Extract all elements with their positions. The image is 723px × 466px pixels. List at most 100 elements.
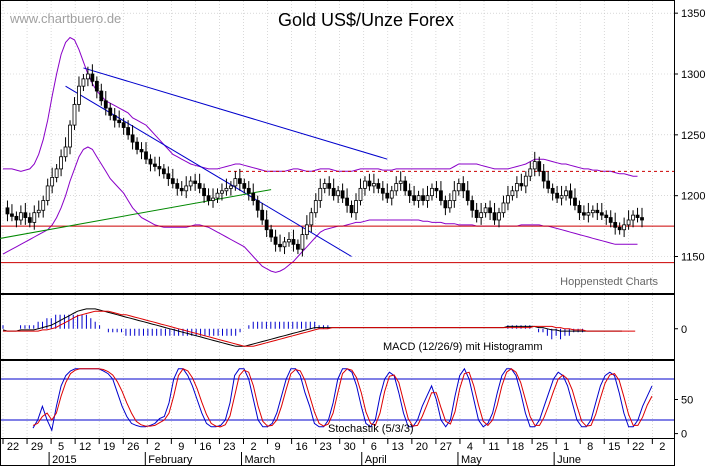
candle-body xyxy=(130,134,135,143)
candle-body xyxy=(108,107,113,116)
candle-body xyxy=(153,163,157,167)
month-label: March xyxy=(245,454,276,466)
candle-body xyxy=(519,183,524,187)
candle-body xyxy=(322,183,327,189)
candle-body xyxy=(309,212,314,226)
candle-body xyxy=(380,187,385,194)
candle-body xyxy=(577,204,582,214)
candle-body xyxy=(385,192,390,199)
candle-body xyxy=(112,114,117,121)
candle-body xyxy=(604,214,609,218)
candle-body xyxy=(166,173,171,180)
price-tick-label: 1250 xyxy=(681,130,705,142)
candle-body xyxy=(349,204,354,214)
price-tick-label: 1150 xyxy=(681,252,705,264)
candle-body xyxy=(117,119,122,124)
candle-body xyxy=(613,222,618,228)
candle-body xyxy=(18,212,23,221)
candle-body xyxy=(215,192,220,199)
credit-label: Hoppenstedt Charts xyxy=(560,276,658,288)
candle-body xyxy=(296,243,300,250)
candle-body xyxy=(555,192,559,199)
candle-body xyxy=(273,236,278,245)
candle-body xyxy=(246,187,251,194)
candle-body xyxy=(474,209,479,218)
macd-indicator xyxy=(2,308,636,347)
candle-body xyxy=(363,180,367,189)
candle-body xyxy=(206,195,211,201)
candle-body xyxy=(287,239,291,243)
stoch-tick-label: 0 xyxy=(681,429,687,441)
bollinger-lower-line xyxy=(2,146,638,273)
candle-body xyxy=(528,168,533,177)
candle-body xyxy=(537,161,542,172)
date-tick-label: 13 xyxy=(392,441,404,453)
candle-body xyxy=(452,190,457,201)
date-tick-label: 22 xyxy=(632,441,644,453)
candle-body xyxy=(354,200,358,214)
price-panel-frame xyxy=(0,0,675,294)
date-tick-label: 19 xyxy=(103,441,115,453)
candle-body xyxy=(394,183,399,192)
candle-body xyxy=(269,229,274,238)
candle-body xyxy=(304,224,309,236)
candle-body xyxy=(501,202,506,214)
candle-body xyxy=(461,183,466,192)
date-tick-label: 23 xyxy=(223,441,235,453)
candle-body xyxy=(416,195,421,201)
candle-body xyxy=(175,183,180,189)
candle-body xyxy=(546,180,551,189)
candle-body xyxy=(559,195,564,199)
stoch-label: Stochastik (5/3/3) xyxy=(328,423,414,435)
candle-body xyxy=(497,212,501,221)
bollinger-bands xyxy=(2,36,638,273)
candle-body xyxy=(439,190,443,201)
candle-body xyxy=(282,241,287,248)
candle-body xyxy=(36,209,41,214)
candle-body xyxy=(465,190,470,201)
candle-body xyxy=(318,187,323,201)
date-tick-label: 26 xyxy=(127,441,139,453)
date-tick-label: 9 xyxy=(178,441,184,453)
candle-body xyxy=(340,190,345,199)
stoch-k-line xyxy=(32,367,653,432)
macd-tick-label: 0 xyxy=(681,324,687,336)
candle-body xyxy=(550,187,555,194)
price-tick-label: 1200 xyxy=(681,191,705,203)
month-label: 2015 xyxy=(52,454,76,466)
candle-body xyxy=(631,214,635,221)
chart-title: Gold US$/Unze Forex xyxy=(278,10,454,30)
candle-body xyxy=(635,214,640,218)
candle-body xyxy=(81,78,86,87)
candlesticks xyxy=(5,64,644,257)
date-tick-label: 16 xyxy=(295,441,307,453)
candle-body xyxy=(121,122,126,128)
date-tick-label: 2 xyxy=(250,441,256,453)
channel-lower-line xyxy=(65,85,352,257)
candle-body xyxy=(148,158,153,165)
candle-body xyxy=(523,175,528,187)
candle-body xyxy=(193,180,198,184)
candle-body xyxy=(99,90,104,102)
date-tick-label: 22 xyxy=(7,441,19,453)
candle-body xyxy=(398,180,403,184)
date-tick-label: 18 xyxy=(512,441,524,453)
candle-body xyxy=(622,224,627,231)
watermark: www.chartbuero.de xyxy=(9,11,121,26)
date-tick-label: 16 xyxy=(199,441,211,453)
candle-body xyxy=(72,104,77,126)
macd-line xyxy=(2,308,622,347)
date-tick-label: 12 xyxy=(79,441,91,453)
candle-body xyxy=(376,183,381,189)
month-label: May xyxy=(461,454,482,466)
candle-body xyxy=(242,183,247,189)
candle-body xyxy=(264,219,269,231)
candle-body xyxy=(278,243,282,248)
candle-body xyxy=(492,212,497,221)
support-lines xyxy=(1,170,674,264)
candle-body xyxy=(126,127,131,136)
price-tick-label: 1300 xyxy=(681,69,705,81)
date-tick-label: 29 xyxy=(31,441,43,453)
candle-body xyxy=(640,217,644,221)
